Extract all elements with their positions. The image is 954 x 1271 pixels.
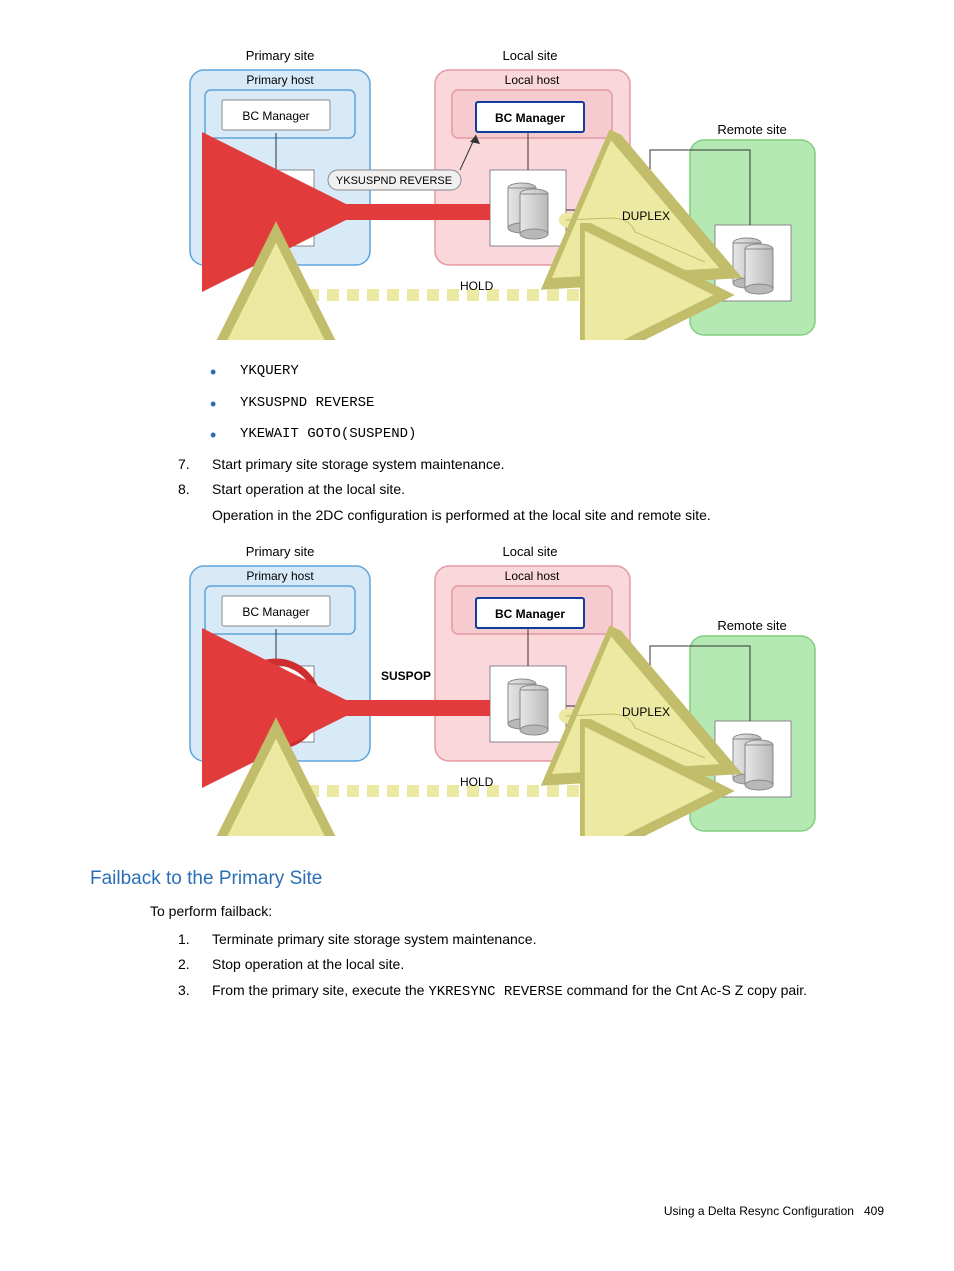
diagram-failback: Primary site Primary host BC Manager Loc… [180,536,820,836]
local-site-label: Local site [503,48,558,63]
bc-manager-primary: BC Manager [242,109,309,123]
local-site-label: Local site [503,544,558,559]
step-text: Start primary site storage system mainte… [212,456,505,472]
bc-manager-local: BC Manager [495,607,565,621]
step-detail: Operation in the 2DC configuration is pe… [212,506,894,526]
duplex-label: DUPLEX [622,705,670,719]
step-text: Terminate primary site storage system ma… [212,931,536,947]
steps-a: 7. Start primary site storage system mai… [178,455,894,526]
list-item: YKQUERY [210,360,894,382]
command-text: YKQUERY [240,363,299,379]
local-host-label: Local host [505,569,560,583]
step: 1. Terminate primary site storage system… [178,930,894,950]
step: 3. From the primary site, execute the YK… [178,981,894,1003]
step-number: 3. [178,981,190,1001]
step-text: Start operation at the local site. [212,481,405,497]
page-footer: Using a Delta Resync Configuration 409 [60,1203,894,1220]
remote-site-label: Remote site [717,122,786,137]
local-host-label: Local host [505,73,560,87]
duplex-label: DUPLEX [622,209,670,223]
step-text-pre: From the primary site, execute the [212,982,428,998]
primary-site-label: Primary site [246,48,315,63]
primary-site-label: Primary site [246,544,315,559]
hold-label: HOLD [460,279,494,293]
step-number: 8. [178,480,190,500]
red-arrow-label: SUSPOP [381,669,431,683]
step-text-post: command for the Cnt Ac-S Z copy pair. [563,982,807,998]
step-number: 7. [178,455,190,475]
failback-intro: To perform failback: [150,902,894,922]
step: 8. Start operation at the local site. Op… [178,480,894,525]
step: 7. Start primary site storage system mai… [178,455,894,475]
bc-manager-local: BC Manager [495,111,565,125]
step-number: 1. [178,930,190,950]
primary-host-label: Primary host [246,569,314,583]
command-list: YKQUERY YKSUSPND REVERSE YKEWAIT GOTO(SU… [210,360,894,445]
red-arrow-label: YKSUSPND REVERSE [336,175,452,187]
remote-site-label: Remote site [717,618,786,633]
diagram-failover: Primary site Primary host BC Manager Loc… [180,40,820,340]
list-item: YKEWAIT GOTO(SUSPEND) [210,423,894,445]
section-heading: Failback to the Primary Site [90,866,894,893]
hold-label: HOLD [460,775,494,789]
footer-section: Using a Delta Resync Configuration [664,1204,854,1218]
step-code: YKRESYNC REVERSE [428,984,562,1000]
step-number: 2. [178,955,190,975]
footer-page: 409 [864,1204,884,1218]
step: 2. Stop operation at the local site. [178,955,894,975]
command-text: YKEWAIT GOTO(SUSPEND) [240,426,416,442]
primary-host-label: Primary host [246,73,314,87]
bc-manager-primary: BC Manager [242,605,309,619]
list-item: YKSUSPND REVERSE [210,392,894,414]
command-text: YKSUSPND REVERSE [240,395,374,411]
failback-steps: 1. Terminate primary site storage system… [178,930,894,1003]
step-text: Stop operation at the local site. [212,956,404,972]
